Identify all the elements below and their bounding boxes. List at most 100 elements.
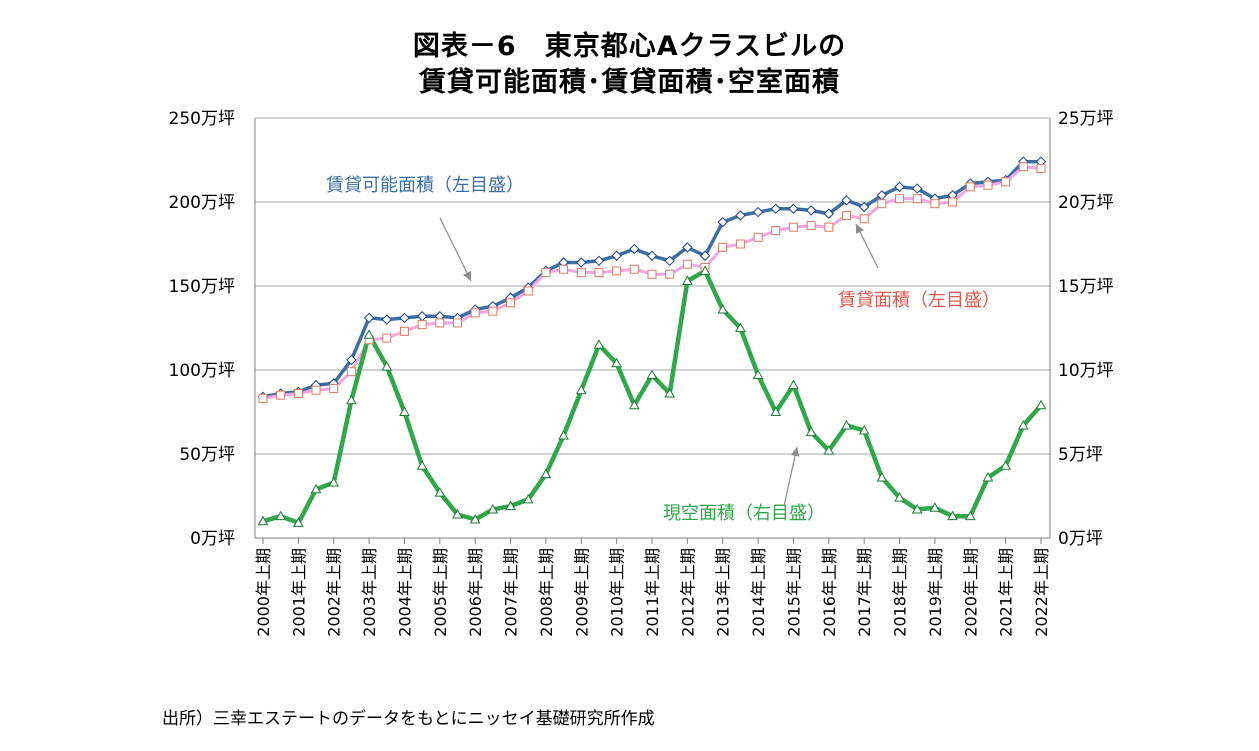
leased-area-point [647, 269, 657, 279]
vacant-area-point [823, 445, 835, 455]
leased-area-point [930, 199, 940, 209]
right-tick-label: 10万坪 [1058, 361, 1114, 381]
annotation-label-2: 賃貸面積（左目盛） [838, 290, 1000, 311]
leased-area-point [806, 221, 816, 231]
vacant-area-point [469, 514, 481, 524]
annotation-label-1: 賃貸可能面積（左目盛） [326, 175, 524, 196]
annotation-arrowhead-1 [462, 270, 472, 281]
vacant-area-point [558, 430, 569, 440]
annotation-label-3: 現空面積（右目盛） [663, 503, 825, 524]
vacant-area-point [540, 468, 552, 479]
leased-area-point [665, 269, 675, 279]
available-area-point [858, 201, 870, 213]
left-tick-label: 100万坪 [169, 361, 235, 381]
available-area-point [646, 250, 658, 261]
x-tick-label: 2022年上期 [1032, 548, 1051, 637]
leased-area-point [948, 197, 958, 207]
x-tick-label: 2000年上期 [254, 548, 273, 637]
x-tick-label: 2012年上期 [678, 548, 697, 637]
vacant-area-point [841, 419, 852, 430]
leased-area-point [682, 259, 692, 269]
x-tick-label: 2007年上期 [502, 548, 521, 637]
vacant-area-point [487, 503, 499, 514]
right-tick-label: 20万坪 [1058, 193, 1114, 213]
vacant-area-point [1000, 460, 1011, 470]
vacant-area-point [381, 361, 393, 371]
vacant-area-point [735, 322, 746, 332]
available-area-point [381, 314, 392, 325]
x-tick-label: 2021年上期 [997, 548, 1016, 637]
leased-area-point [399, 326, 409, 336]
available-area-point [682, 242, 693, 253]
x-tick-label: 2009年上期 [572, 548, 591, 637]
available-area-point [363, 312, 375, 324]
vacant-area-point [876, 472, 888, 482]
leased-area-point [506, 298, 516, 308]
available-area-point [664, 255, 675, 267]
vacant-area-point [982, 472, 994, 482]
leased-area-point [523, 286, 533, 296]
vacant-area-point [682, 275, 693, 285]
leased-area-point [629, 264, 639, 274]
leased-area-point [912, 194, 922, 204]
vacant-area-point [664, 388, 676, 398]
available-area-point [770, 203, 781, 214]
vacant-area-point [505, 500, 516, 511]
vacant-area-point [275, 510, 287, 521]
vacant-area-point [894, 492, 905, 502]
vacant-area-point [346, 394, 357, 405]
vacant-area-point [257, 515, 269, 526]
leased-area-point [417, 320, 427, 330]
right-tick-label: 15万坪 [1058, 277, 1114, 297]
left-tick-label: 150万坪 [169, 277, 235, 297]
annotation-arrow-1 [439, 217, 472, 282]
available-area-point [629, 243, 640, 255]
annotation-arrowhead-3 [790, 447, 800, 457]
vacant-area-point [593, 339, 605, 349]
leased-area-point [346, 367, 356, 377]
available-area-point [912, 183, 923, 194]
x-tick-label: 2013年上期 [714, 548, 733, 637]
leased-area-point [258, 394, 268, 404]
right-tick-label: 5万坪 [1058, 445, 1103, 465]
annotation-arrowhead-2 [856, 224, 865, 235]
vacant-area-point [964, 510, 976, 521]
x-tick-label: 2019年上期 [926, 548, 945, 637]
leased-area-point [824, 222, 834, 232]
leased-area-point [435, 318, 445, 328]
leased-area-point [612, 266, 622, 276]
right-tick-label: 0万坪 [1058, 529, 1103, 549]
available-area-point [788, 203, 799, 214]
available-area-point [735, 210, 746, 221]
available-area-point [576, 257, 587, 268]
vacant-area-point [858, 424, 870, 435]
vacant-area-point [310, 483, 322, 494]
available-area-point [416, 311, 428, 322]
vacant-area-point [434, 487, 446, 497]
vacant-area-point [805, 426, 817, 437]
leased-area-point [1036, 163, 1046, 173]
x-tick-label: 2001年上期 [289, 548, 308, 637]
leased-area-point [576, 268, 586, 278]
x-tick-label: 2020年上期 [961, 548, 980, 637]
leased-area-point [859, 214, 869, 224]
x-tick-label: 2006年上期 [466, 548, 485, 637]
annotation-arrow-3 [783, 446, 798, 507]
available-area-point [841, 195, 852, 206]
vacant-area-point [1035, 399, 1047, 410]
vacant-area-point [522, 493, 534, 504]
x-tick-label: 2014年上期 [749, 548, 768, 637]
left-tick-label: 200万坪 [169, 193, 235, 213]
x-tick-label: 2010年上期 [608, 548, 627, 637]
x-tick-label: 2017年上期 [855, 548, 874, 637]
leased-area-point [470, 308, 480, 318]
vacant-area-point [646, 369, 658, 380]
vacant-area-point [416, 460, 428, 470]
leased-area-point [293, 389, 303, 399]
leased-area-point [895, 194, 905, 204]
vacant-area-point [611, 357, 622, 368]
x-tick-label: 2011年上期 [643, 548, 662, 637]
leased-area-point [594, 268, 604, 278]
leased-area-point [842, 210, 851, 220]
vacant-area-point [1017, 419, 1029, 430]
